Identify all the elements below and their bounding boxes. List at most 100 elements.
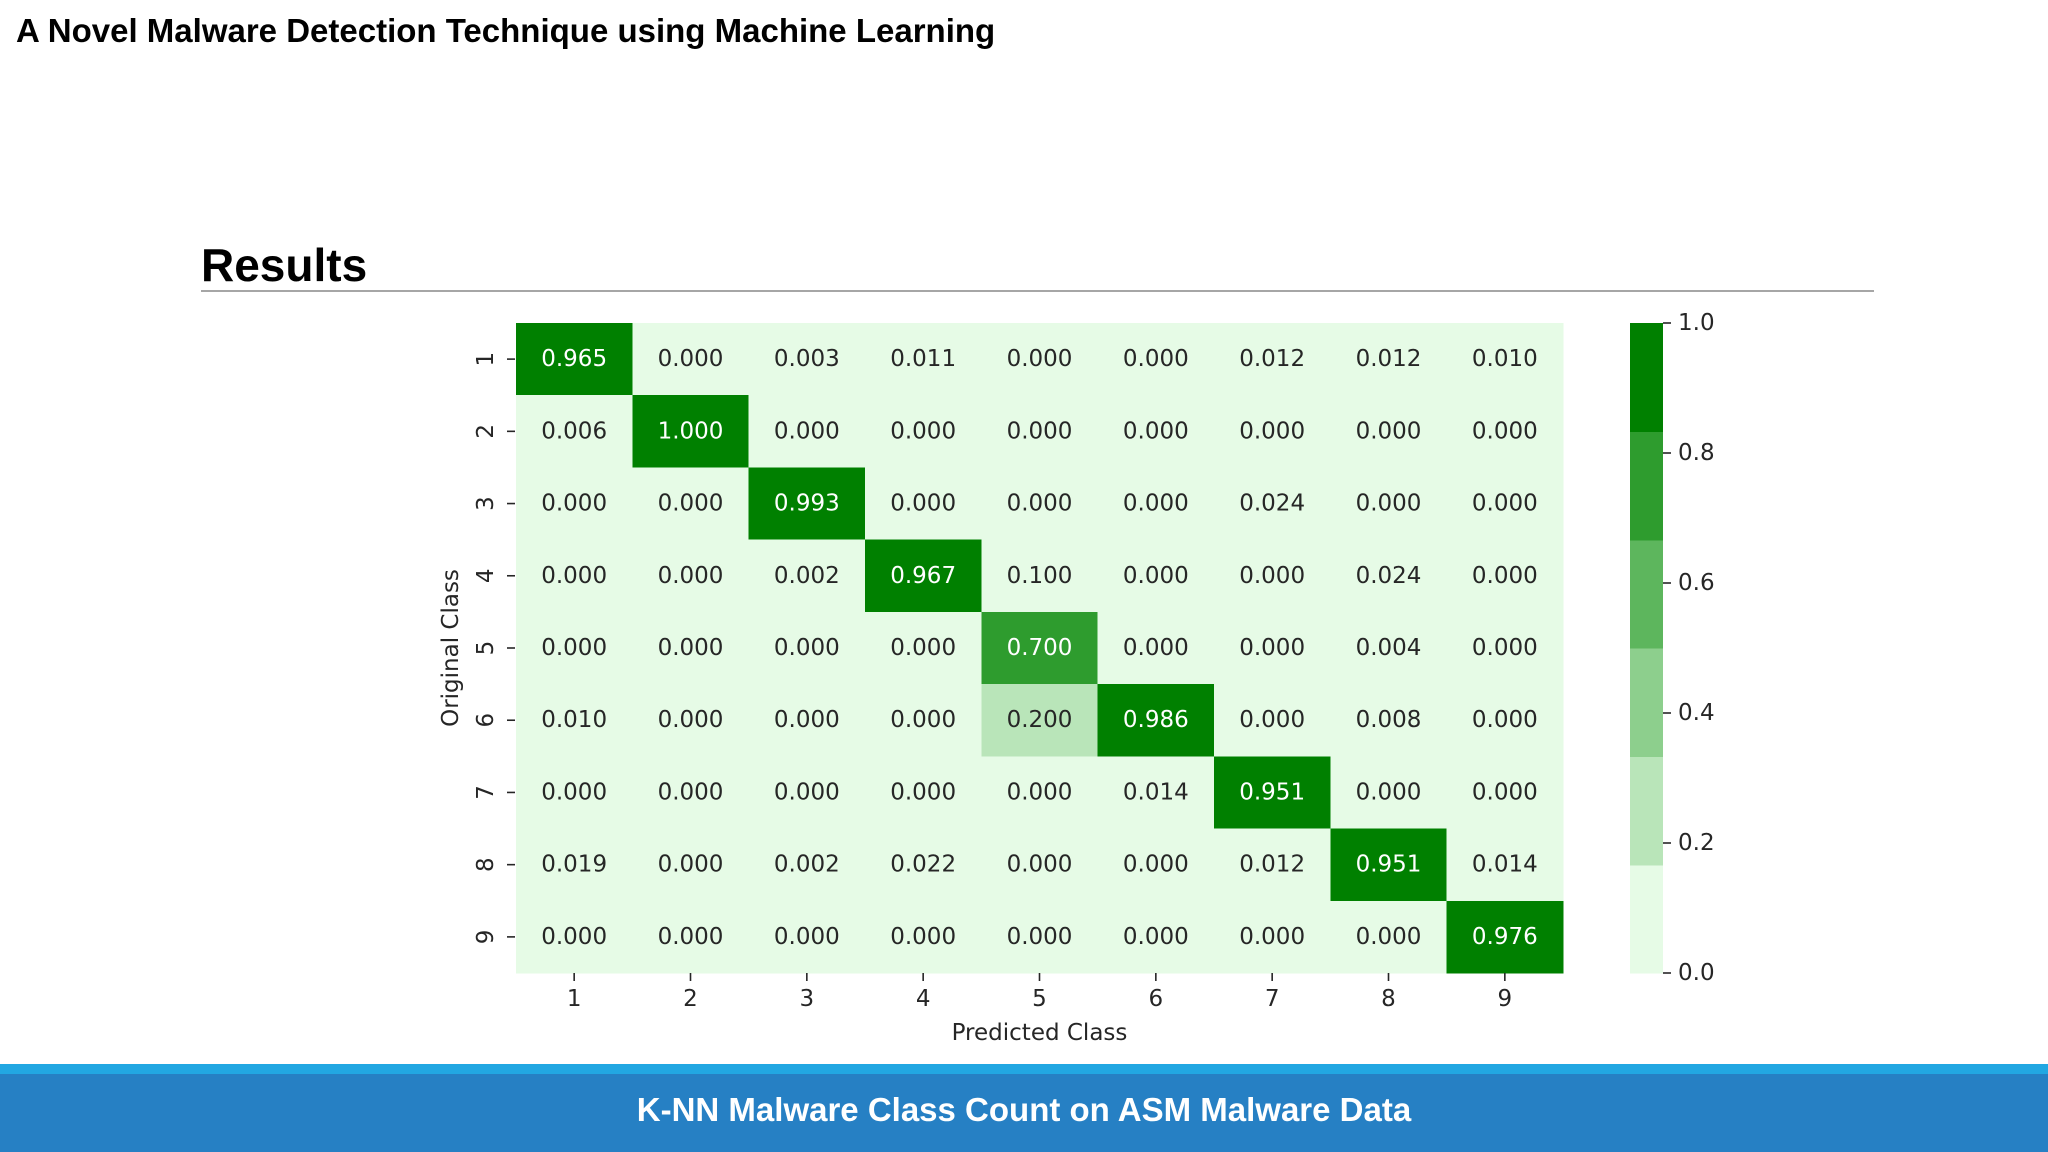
heatmap-cell [865,900,982,974]
cell-value-label: 0.993 [774,491,840,517]
y-tick-label: 3 [473,496,499,511]
cell-value-label: 0.100 [1007,563,1073,589]
cell-value-label: 0.000 [541,924,607,950]
y-axis-title: Original Class [438,569,464,727]
cell-value-label: 0.000 [890,779,956,805]
cell-value-label: 0.000 [541,635,607,661]
x-tick-label: 4 [916,986,931,1012]
cell-value-label: 0.951 [1239,779,1305,805]
cell-value-label: 0.000 [1007,346,1073,372]
cell-value-label: 0.012 [1356,346,1422,372]
heatmap-cell [1097,611,1215,685]
cell-value-label: 0.000 [1239,707,1305,733]
heatmap-cells: 0.965 0.000 0.003 0.011 0.000 0.000 0.012 0.012… [516,323,1564,974]
cell-value-label: 0.000 [1239,418,1305,444]
colorbar-segment [1630,648,1663,757]
cell-value-label: 0.000 [890,924,956,950]
x-tick-label: 5 [1032,986,1047,1012]
colorbar-segment [1630,539,1663,649]
cell-value-label: 0.022 [890,852,956,878]
cell-value-label: 0.000 [1472,635,1538,661]
heatmap-cell [1446,467,1564,541]
heatmap-cell [865,828,982,902]
heatmap-cell [981,900,1099,974]
heatmap-cell [1330,900,1448,974]
colorbar-tick-label: 0.8 [1678,440,1715,466]
heatmap-cell [516,467,633,541]
y-tick-label: 7 [473,785,499,800]
x-tick-label: 7 [1265,986,1280,1012]
x-tick-label: 6 [1149,986,1164,1012]
heading-divider [201,290,1874,292]
cell-value-label: 0.000 [1239,924,1305,950]
cell-value-label: 0.000 [774,418,840,444]
heatmap-cell [1214,539,1331,613]
heatmap-cell [1097,684,1215,757]
heatmap-cell [865,756,982,830]
colorbar-tick-label: 0.0 [1678,960,1715,986]
heatmap-cell [748,467,866,541]
heatmap-cell [1446,323,1564,396]
heatmap-cell [516,756,633,830]
cell-value-label: 0.000 [890,491,956,517]
cell-value-label: 0.000 [1007,924,1073,950]
heatmap-cell [632,684,750,757]
cell-value-label: 0.008 [1356,707,1422,733]
heatmap-cell [1446,395,1564,469]
y-tick-label: 8 [473,857,499,872]
heatmap-cell [1330,467,1448,541]
x-tick-label: 3 [800,986,815,1012]
heatmap-cell [632,539,750,613]
cell-value-label: 0.000 [774,779,840,805]
cell-value-label: 0.011 [890,346,956,372]
caption-bar [0,1074,2048,1152]
cell-value-label: 0.951 [1356,852,1422,878]
heatmap-cell [1097,756,1215,830]
heatmap-cell [748,684,866,757]
heatmap-cell [1330,539,1448,613]
heatmap-cell [516,323,633,396]
cell-value-label: 0.010 [1472,346,1538,372]
heatmap-cell [1214,756,1331,830]
heatmap-cell [632,323,750,396]
heatmap-cell [865,467,982,541]
x-tick-label: 9 [1498,986,1513,1012]
cell-value-label: 0.006 [541,418,607,444]
confusion-matrix-heatmap: 0.965 0.000 0.003 0.011 0.000 0.000 0.012 0.012… [438,310,1715,1046]
cell-value-label: 1.000 [658,418,724,444]
cell-value-label: 0.019 [541,852,607,878]
y-tick-label: 2 [473,424,499,439]
cell-value-label: 0.010 [541,707,607,733]
heatmap-cell [748,756,866,830]
cell-value-label: 0.000 [1007,779,1073,805]
heatmap-cell [865,323,982,396]
cell-value-label: 0.000 [1356,491,1422,517]
cell-value-label: 0.000 [658,346,724,372]
heatmap-cell [748,828,866,902]
cell-value-label: 0.000 [1472,707,1538,733]
heatmap-cell [1214,323,1331,396]
cell-value-label: 0.000 [1239,635,1305,661]
heatmap-cell [516,539,633,613]
cell-value-label: 0.000 [1123,563,1189,589]
heatmap-cell [748,395,866,469]
heatmap-cell [1097,828,1215,902]
cell-value-label: 0.000 [1472,563,1538,589]
cell-value-label: 0.024 [1239,491,1305,517]
heatmap-cell [1330,684,1448,757]
cell-value-label: 0.000 [658,707,724,733]
heatmap-cell [1214,467,1331,541]
heatmap-cell [981,611,1099,685]
heatmap-cell [1330,611,1448,685]
x-axis-title: Predicted Class [952,1020,1128,1046]
heatmap-cell [1214,395,1331,469]
cell-value-label: 0.000 [774,924,840,950]
heatmap-cell [981,323,1099,396]
heatmap-cell [1446,828,1564,902]
cell-value-label: 0.000 [1123,852,1189,878]
heatmap-cell [981,539,1099,613]
cell-value-label: 0.000 [774,707,840,733]
cell-value-label: 0.000 [541,563,607,589]
cell-value-label: 0.000 [890,707,956,733]
cell-value-label: 0.000 [1007,491,1073,517]
